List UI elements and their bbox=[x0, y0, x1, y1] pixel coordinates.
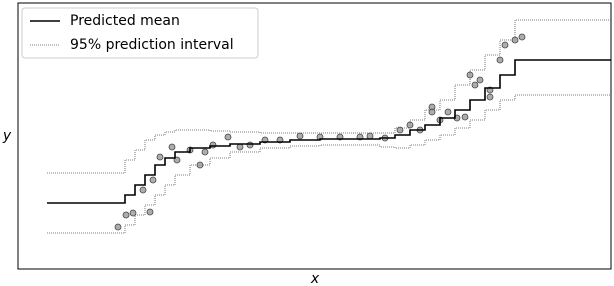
data-point bbox=[444, 108, 452, 116]
data-point bbox=[236, 143, 244, 151]
interval-upper bbox=[47, 19, 611, 174]
data-point bbox=[511, 36, 519, 44]
data-point bbox=[496, 56, 504, 64]
data-point bbox=[486, 93, 494, 101]
legend-label: 95% prediction interval bbox=[70, 37, 234, 53]
x-axis-label: x bbox=[310, 271, 320, 286]
data-point bbox=[461, 113, 469, 121]
mean-line bbox=[47, 59, 611, 204]
data-point bbox=[196, 161, 204, 169]
interval-lower bbox=[47, 94, 611, 234]
data-point bbox=[366, 132, 374, 140]
data-point bbox=[246, 141, 254, 149]
legend-label: Predicted mean bbox=[70, 13, 180, 29]
data-point bbox=[168, 143, 176, 151]
data-point bbox=[406, 121, 414, 129]
data-point bbox=[201, 148, 209, 156]
data-point bbox=[156, 153, 164, 161]
data-point bbox=[396, 126, 404, 134]
data-point bbox=[209, 141, 217, 149]
data-point bbox=[428, 108, 436, 116]
data-point bbox=[518, 33, 526, 41]
data-point bbox=[139, 186, 147, 194]
data-point bbox=[471, 81, 479, 89]
y-axis-label: y bbox=[2, 128, 12, 144]
data-point bbox=[466, 71, 474, 79]
data-point bbox=[129, 209, 137, 217]
data-point bbox=[501, 41, 509, 49]
data-point bbox=[224, 133, 232, 141]
data-point bbox=[114, 223, 122, 231]
data-point bbox=[122, 211, 130, 219]
data-point bbox=[476, 76, 484, 84]
legend-box bbox=[21, 7, 259, 59]
data-point bbox=[296, 132, 304, 140]
data-point bbox=[146, 208, 154, 216]
data-point bbox=[149, 176, 157, 184]
plot-frame bbox=[17, 2, 612, 270]
